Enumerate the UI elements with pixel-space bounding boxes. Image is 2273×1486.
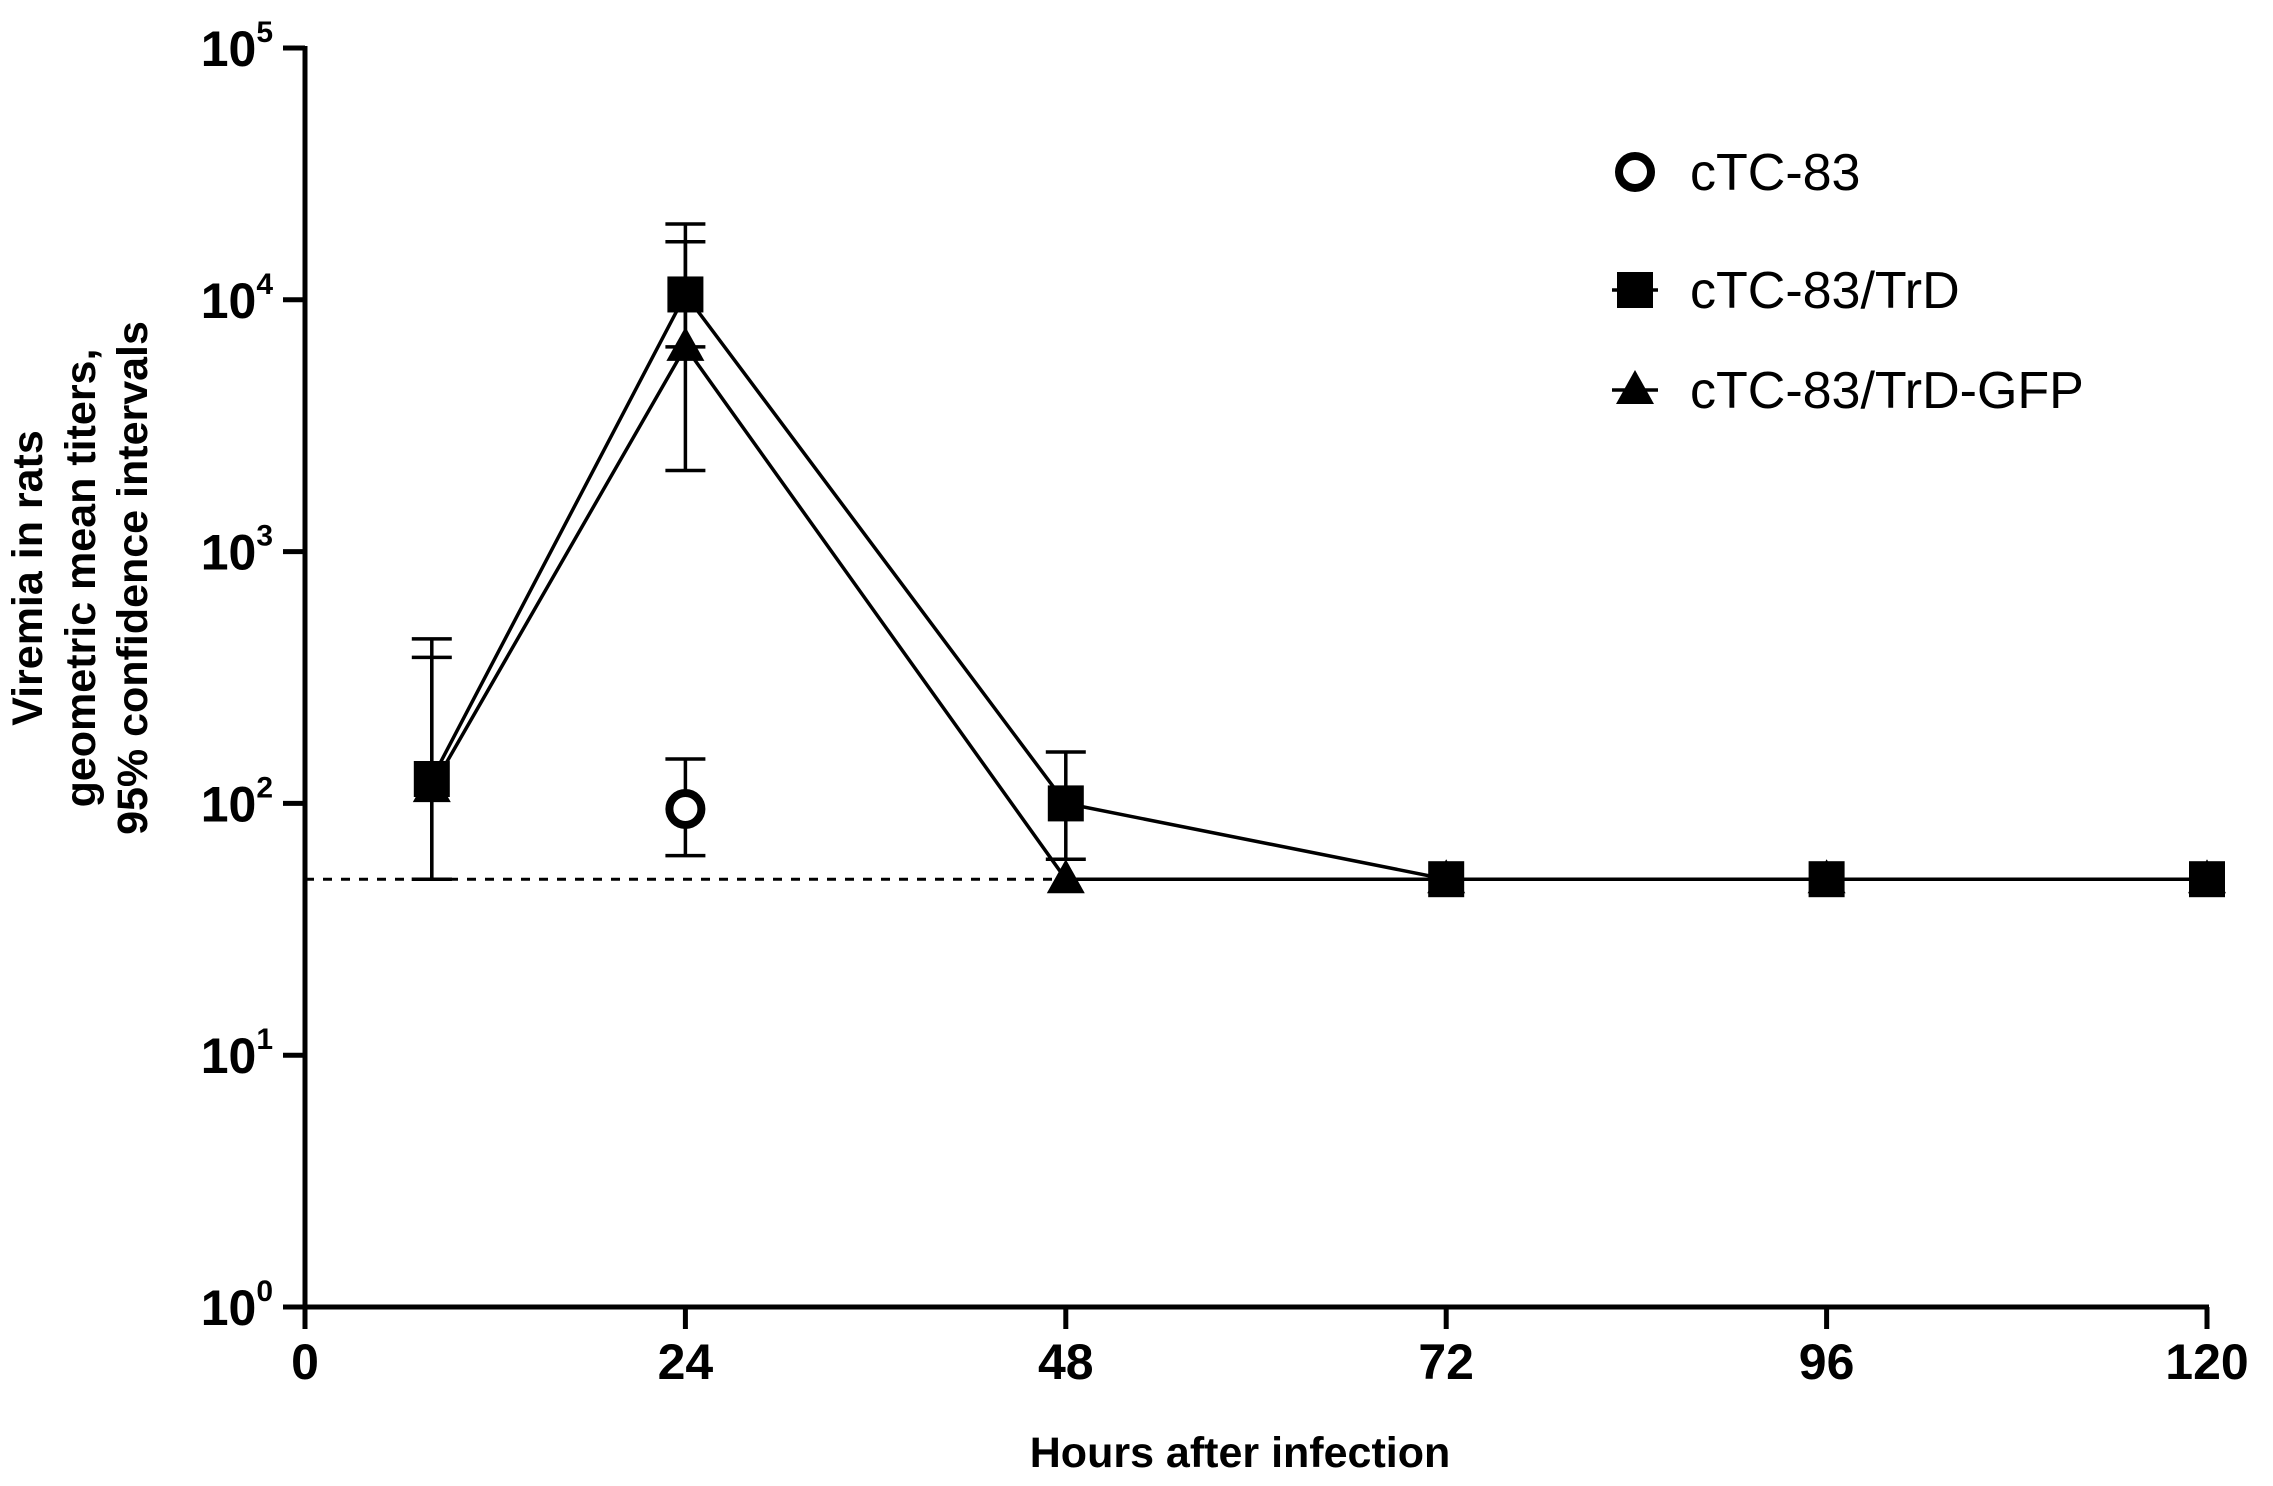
y-tick-label-3: 103	[201, 520, 273, 581]
x-tick-label-120: 120	[2165, 1334, 2248, 1390]
x-tick-label-72: 72	[1418, 1334, 1474, 1390]
legend-marker-2	[1616, 370, 1654, 404]
data-point-2-3	[1427, 859, 1466, 894]
y-axis-title-line-1: Viremia in rats	[4, 430, 52, 726]
series-group	[411, 222, 2226, 898]
data-point-2-1	[666, 326, 705, 361]
legend-label-2: cTC-83/TrD-GFP	[1690, 362, 2084, 420]
y-tick-label-0: 100	[201, 1275, 273, 1336]
x-axis-title: Hours after infection	[1030, 1429, 1451, 1477]
data-point-2-4	[1807, 859, 1846, 894]
x-tick-label-48: 48	[1038, 1334, 1094, 1390]
x-tick-label-0: 0	[291, 1334, 319, 1390]
data-point-2-0	[412, 768, 451, 803]
y-tick-label-4: 104	[201, 268, 274, 329]
y-axis-title-line-3: 95% confidence intervals	[109, 321, 157, 835]
x-tick-label-96: 96	[1799, 1334, 1855, 1390]
legend-marker-0	[1615, 152, 1655, 192]
y-tick-label-2: 102	[201, 771, 273, 832]
axes: 0 24 48 72 96 120 100 101 102 103 104 105	[201, 16, 2249, 1390]
y-axis-title-line-2: geometric mean titers,	[57, 349, 105, 808]
y-tick-label-1: 101	[201, 1023, 273, 1084]
legend-marker-1	[1617, 272, 1653, 308]
data-point-1-2	[1047, 785, 1084, 822]
data-point-2-2	[1046, 859, 1085, 894]
data-point-2-5	[2188, 859, 2226, 894]
series-0	[665, 757, 706, 858]
data-point-0-0	[665, 789, 706, 830]
y-tick-label-5: 105	[201, 16, 273, 77]
series-line-2	[430, 343, 2207, 881]
x-tick-label-24: 24	[658, 1334, 714, 1390]
legend: cTC-83 cTC-83/TrD cTC-83/TrD-GFP	[1612, 144, 2084, 420]
series-2	[411, 240, 2226, 894]
y-axis-title: Viremia in rats geometric mean titers, 95%…	[4, 321, 157, 835]
legend-label-1: cTC-83/TrD	[1690, 262, 1960, 320]
legend-label-0: cTC-83	[1690, 144, 1860, 202]
